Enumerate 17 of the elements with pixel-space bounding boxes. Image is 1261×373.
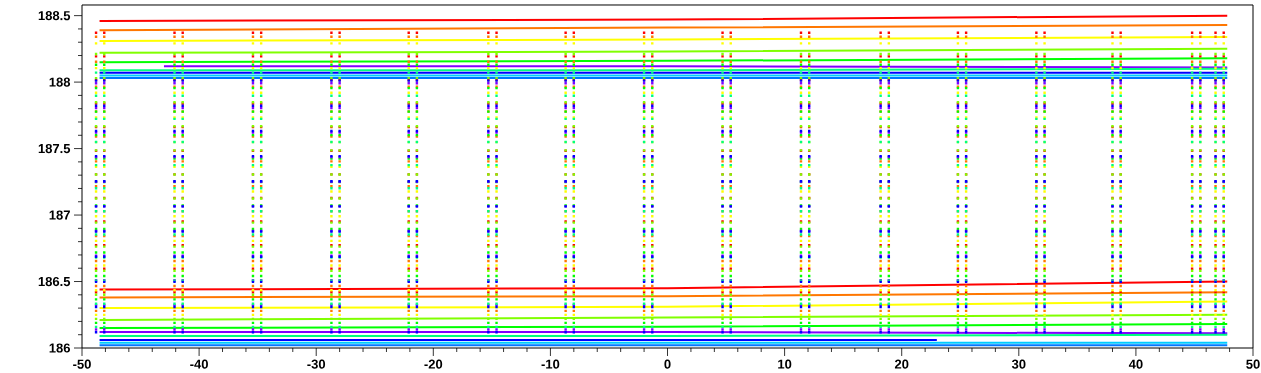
x-tick-label: 20 — [894, 359, 909, 369]
x-tick-label: 0 — [664, 359, 671, 369]
x-tick-label: -10 — [541, 359, 560, 369]
x-tick-label: 50 — [1246, 359, 1260, 369]
y-tick-label: 188.5 — [38, 11, 71, 21]
y-tick-label: 188 — [49, 77, 71, 87]
x-tick-label: 10 — [778, 359, 792, 369]
x-tick-label: -30 — [307, 359, 326, 369]
y-tick-label: 186 — [49, 343, 71, 353]
y-tick-label: 187.5 — [38, 143, 71, 154]
x-tick-label: 40 — [1128, 359, 1143, 369]
y-tick-label: 186.5 — [38, 276, 71, 287]
x-tick-label: -50 — [73, 359, 91, 369]
y-tick-label: 187 — [49, 210, 70, 220]
x-tick-label: -20 — [424, 359, 443, 369]
x-tick-label: 30 — [1011, 359, 1026, 369]
x-tick-label: -40 — [190, 359, 208, 369]
